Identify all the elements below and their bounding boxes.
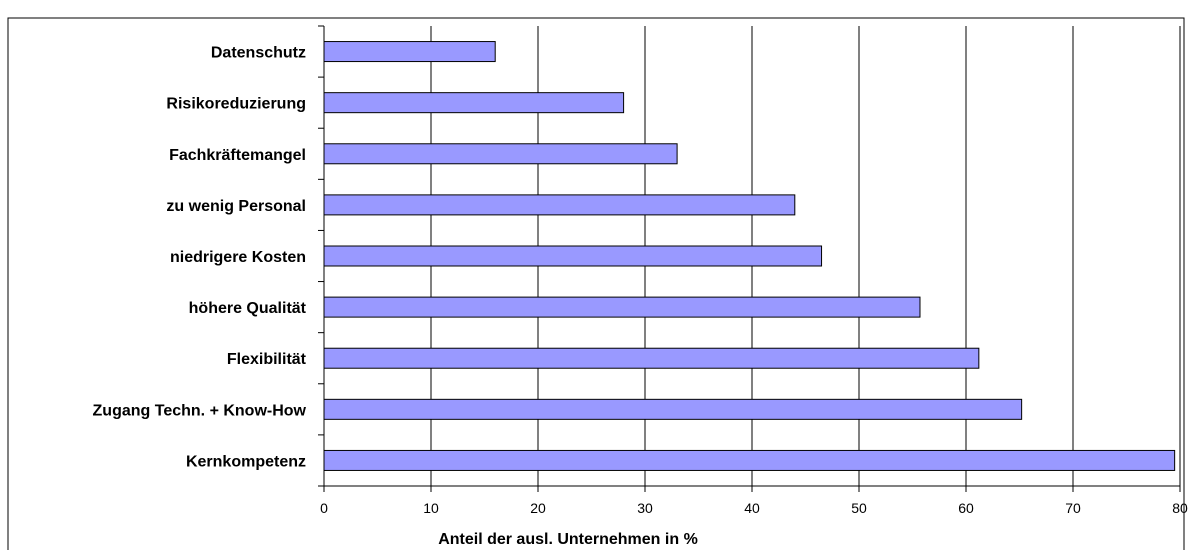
category-label: Zugang Techn. + Know-How	[93, 402, 307, 419]
axes	[318, 25, 1181, 492]
bar	[323, 347, 980, 369]
x-tick-label-30: 30	[637, 500, 653, 516]
category-label: zu wenig Personal	[166, 198, 306, 215]
bar	[323, 296, 921, 318]
bar	[323, 449, 1176, 471]
category-label: Kernkompetenz	[186, 453, 306, 470]
category-label: Datenschutz	[211, 45, 306, 62]
x-tick-label-50: 50	[851, 500, 867, 516]
bar	[323, 194, 796, 216]
category-labels: Datenschutz Risikoreduzierung Fachkräftema…	[93, 45, 307, 471]
x-tick-label-20: 20	[530, 500, 546, 516]
x-tick-label-10: 10	[423, 500, 439, 516]
bar	[323, 143, 678, 165]
category-label: höhere Qualität	[189, 300, 307, 317]
category-label: niedrigere Kosten	[170, 249, 306, 266]
x-tick-labels: 0 10 20 30 40 50 60 70 80	[320, 500, 1188, 516]
bar	[323, 41, 496, 63]
bar	[323, 92, 625, 114]
x-axis-title: Anteil der ausl. Unternehmen in %	[438, 531, 698, 548]
bar	[323, 398, 1023, 420]
x-tick-label-0: 0	[320, 500, 328, 516]
x-tick-label-70: 70	[1065, 500, 1081, 516]
x-tick-label-60: 60	[958, 500, 974, 516]
category-label: Fachkräftemangel	[169, 147, 306, 164]
category-label: Flexibilität	[227, 351, 307, 368]
x-tick-label-80: 80	[1172, 500, 1188, 516]
category-label: Risikoreduzierung	[166, 96, 306, 113]
bar	[323, 245, 823, 267]
x-tick-label-40: 40	[744, 500, 760, 516]
